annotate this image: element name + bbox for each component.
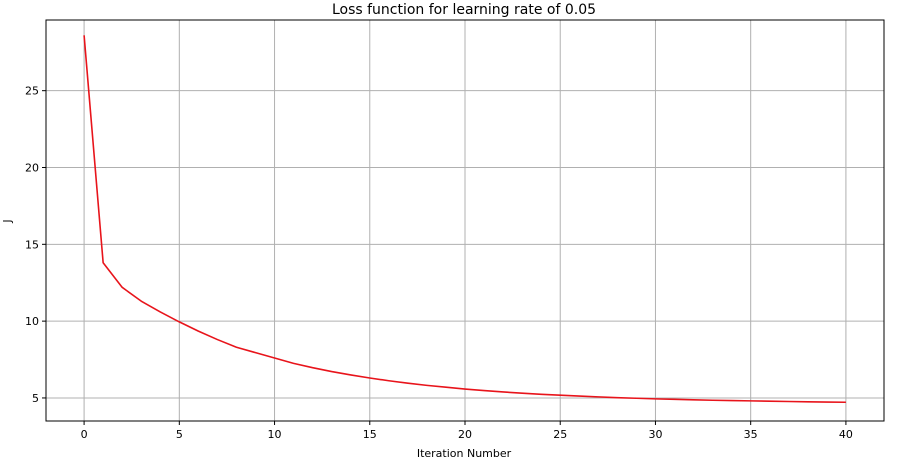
x-tick-label: 30 bbox=[648, 428, 662, 441]
y-tick-label: 20 bbox=[25, 161, 39, 174]
y-tick-label: 5 bbox=[32, 392, 39, 405]
y-axis-label: J bbox=[1, 219, 14, 223]
x-tick-label: 20 bbox=[458, 428, 472, 441]
loss-series-line bbox=[83, 35, 846, 404]
y-tick-label: 10 bbox=[25, 315, 39, 328]
y-tick-label: 25 bbox=[25, 85, 39, 98]
x-tick-label: 40 bbox=[839, 428, 853, 441]
series-layer bbox=[83, 35, 846, 404]
x-tick-label: 35 bbox=[744, 428, 758, 441]
grid-lines bbox=[46, 20, 884, 421]
x-tick-label: 25 bbox=[553, 428, 567, 441]
chart-title: Loss function for learning rate of 0.05 bbox=[332, 2, 596, 18]
tick-layer: 0 5 10 15 20 25 30 35 40 5 10 15 20 25 bbox=[25, 85, 853, 441]
x-tick-label: 15 bbox=[363, 428, 377, 441]
x-tick-label: 10 bbox=[268, 428, 282, 441]
y-tick-label: 15 bbox=[25, 238, 39, 251]
x-tick-label: 0 bbox=[81, 428, 88, 441]
x-tick-label: 5 bbox=[176, 428, 183, 441]
x-axis-label: Iteration Number bbox=[417, 447, 512, 460]
